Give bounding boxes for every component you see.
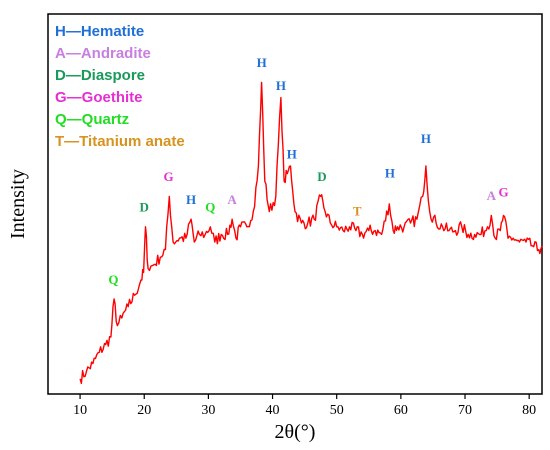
peak-label: H (385, 165, 395, 180)
legend-item: G—Goethite (55, 89, 143, 106)
legend-item: A—Andradite (55, 45, 151, 62)
peak-label: H (421, 131, 431, 146)
x-tick-label-80: 80 (522, 403, 536, 418)
plot-frame (47, 13, 543, 395)
series-line-0 (79, 81, 543, 385)
x-tick-label-20: 20 (137, 403, 151, 418)
peak-label: T (353, 203, 362, 218)
x-tick-label-10: 10 (73, 403, 87, 418)
peak-label: H (276, 78, 286, 93)
x-tick-label-60: 60 (394, 403, 408, 418)
peak-label: Q (108, 272, 118, 287)
legend-item: D—Diaspore (55, 67, 145, 84)
peak-label: A (487, 188, 497, 203)
peak-label: H (257, 55, 267, 70)
x-tick-label-40: 40 (266, 403, 280, 418)
x-tick-label-70: 70 (458, 403, 472, 418)
peak-label: D (140, 200, 149, 215)
legend-item: T—Titanium anate (55, 133, 185, 150)
x-tick-label-50: 50 (330, 403, 344, 418)
peak-label: G (498, 184, 508, 199)
y-axis-title: Intensity (7, 169, 29, 239)
peak-label: A (227, 192, 237, 207)
peak-label: H (186, 192, 196, 207)
peak-label: D (317, 169, 326, 184)
peak-label: G (164, 169, 174, 184)
series-layer (79, 81, 543, 385)
legend-item: Q—Quartz (55, 111, 129, 128)
peak-label: H (287, 146, 297, 161)
legend: H—Hematite A—Andradite D—Diaspore G—Goethit… (55, 23, 185, 150)
x-axis: 10 20 30 40 50 60 70 80 (73, 394, 536, 418)
peak-label: Q (205, 200, 215, 215)
legend-item: H—Hematite (55, 23, 144, 40)
x-axis-title: 2θ(°) (275, 421, 316, 443)
x-tick-label-30: 30 (201, 403, 215, 418)
